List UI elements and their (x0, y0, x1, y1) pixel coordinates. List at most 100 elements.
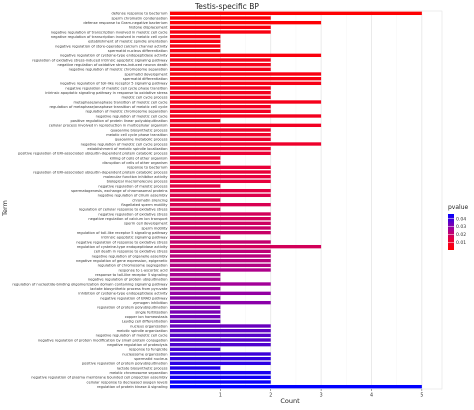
bar (170, 86, 271, 90)
y-tick-label: meiotic cell cycle phase transition (106, 133, 167, 137)
bar (170, 291, 271, 296)
y-tick-label: regulation of cysteine-type endopeptidas… (77, 245, 169, 249)
bar (170, 44, 221, 48)
y-tick-label: regulation of toll-like receptor 5 signa… (77, 231, 169, 235)
bar (170, 48, 221, 53)
y-tick-label: flagellated sperm motility (121, 203, 168, 207)
y-tick-label: negative regulation of meiotic cell cycl… (81, 142, 168, 146)
y-tick-label: negative regulation of organelle assembl… (92, 254, 169, 258)
y-tick-label: molecular function inhibitor activity (103, 175, 168, 179)
legend-tick-label: 0.01 (456, 240, 466, 246)
y-tick-label: quaoanine biosynthetic process (110, 128, 167, 132)
bar (170, 352, 271, 356)
y-tick-label: quaoanine metabolic process (115, 138, 168, 142)
pvalue-legend: pvalue 0.04 0.03 0.02 0.01 (448, 204, 469, 250)
legend-title: pvalue (448, 204, 469, 211)
y-tick-label: meiotic spindle organization (117, 329, 168, 333)
bar (170, 277, 221, 282)
x-tick-label: 3 (320, 393, 323, 399)
bar (170, 296, 221, 300)
y-tick-label: sperm cell development (124, 222, 168, 226)
bar (170, 244, 322, 249)
y-tick-label: negative regulation of transcription inv… (51, 30, 168, 34)
bar (170, 226, 271, 230)
bar (170, 170, 271, 174)
y-tick-label: regulation of protein kinase A signaling (97, 385, 168, 389)
bar (170, 76, 322, 81)
y-tick-label: regulation of oxidative stress-induced i… (32, 58, 168, 62)
bar (170, 328, 271, 333)
chart-title: Testis-specific BP (194, 2, 259, 11)
bar (170, 324, 271, 328)
y-tick-label: nucleus organization (130, 324, 167, 328)
y-tick-label: regulation of metaphase/anaphase transit… (50, 105, 169, 109)
bar (170, 375, 271, 380)
y-tick-label: inhibition of cysteine-type endopeptidas… (78, 292, 168, 296)
bar (170, 104, 271, 109)
y-tick-label: negative regulation of ERAD pathway (100, 296, 168, 300)
bar (170, 216, 271, 221)
y-tick-label: spermatid nucleus (134, 357, 167, 361)
y-tick-label: positive regulation of protein polyubiqu… (82, 362, 168, 366)
y-tick-label: cellular response to decreased oxygen le… (87, 380, 168, 384)
bar (170, 109, 271, 114)
bar (170, 240, 271, 244)
bar (170, 254, 271, 258)
y-tick-label: copper ion homeostasis (125, 315, 168, 319)
bar (170, 58, 271, 62)
bar (170, 361, 271, 366)
bar (170, 132, 271, 137)
y-axis-label: Term (1, 200, 9, 217)
bar (170, 25, 271, 30)
bar (170, 338, 271, 342)
bar (170, 193, 271, 198)
bar (170, 380, 271, 384)
y-tick-label: regulation of chromosome segregation (98, 264, 168, 268)
y-tick-label: Leydig cell differentiation (122, 320, 168, 324)
bar (170, 146, 271, 151)
y-tick-label: spermatid differentiation (123, 77, 168, 81)
bar (170, 272, 221, 277)
y-tick-label: response to fungicide (129, 348, 169, 352)
y-tick-label: negative regulation of response to oxida… (76, 240, 167, 244)
x-tick-label: 1 (219, 393, 222, 399)
y-tick-label: chromatin silencing (132, 198, 167, 202)
bar (170, 282, 271, 286)
y-tick-label: negative regulation of protein ubiquitin… (88, 278, 168, 282)
bar (170, 81, 322, 86)
y-tick-label: intrinsic apoptotic signaling pathway (101, 236, 168, 240)
bar (170, 342, 271, 347)
x-tick-label: 5 (420, 393, 423, 399)
bar (170, 30, 271, 34)
bar (170, 100, 322, 104)
y-tick-label: negative regulation of proteolysis (107, 343, 168, 347)
y-tick-label: spermatid nucleus differentiation (108, 49, 168, 53)
y-tick-label: spermatid development (124, 72, 168, 76)
y-tick-label: positive regulation of protein linear po… (71, 119, 168, 123)
y-tick-label: meiotic chromosome separation (109, 371, 167, 375)
y-tick-label: regulation of protein polyubiquitination (97, 306, 167, 310)
bar (170, 174, 271, 179)
y-tick-label: negative regulation of oxidative stress (98, 212, 167, 216)
bar (170, 188, 271, 193)
bar (170, 258, 271, 263)
bar (170, 39, 221, 44)
y-tick-label: lactate biosynthetic process (117, 366, 168, 370)
bar (170, 53, 322, 58)
bar (170, 198, 221, 202)
y-tick-label: sperm motility (141, 226, 168, 230)
bar (170, 118, 221, 123)
bar (170, 230, 271, 235)
bar (170, 137, 271, 142)
bar (170, 62, 271, 67)
bar (170, 34, 221, 39)
y-tick-label: killing of cells of other organism (110, 156, 168, 160)
y-tick-label: establishment of meiotic spindle orienta… (88, 40, 167, 44)
bar (170, 286, 221, 291)
y-tick-label: negative regulation of gene expression, … (76, 259, 168, 263)
y-tick-label: intrinsic apoptotic signaling pathway in… (45, 91, 167, 95)
legend-tick-label: 0.03 (456, 224, 466, 230)
y-tick-label: response to bacterium (127, 166, 168, 170)
y-tick-label: negative regulation of transcription inv… (51, 35, 168, 39)
